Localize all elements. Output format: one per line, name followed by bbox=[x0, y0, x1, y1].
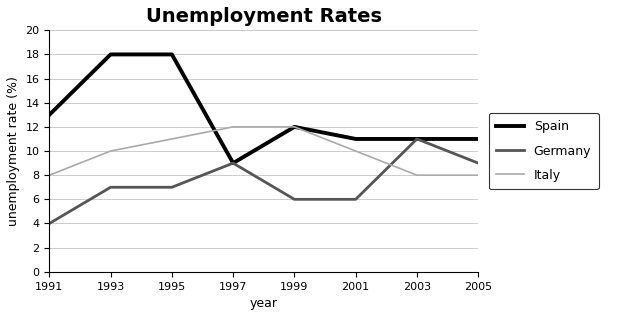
Spain bbox=[352, 137, 360, 141]
Spain bbox=[168, 53, 176, 56]
Italy bbox=[45, 173, 53, 177]
Germany bbox=[107, 185, 115, 189]
Germany bbox=[168, 185, 176, 189]
Line: Spain: Spain bbox=[49, 55, 478, 163]
Germany bbox=[229, 161, 237, 165]
Italy bbox=[107, 149, 115, 153]
Title: Unemployment Rates: Unemployment Rates bbox=[146, 7, 382, 26]
Germany bbox=[45, 222, 53, 225]
Spain bbox=[229, 161, 237, 165]
Line: Germany: Germany bbox=[49, 139, 478, 223]
Legend: Spain, Germany, Italy: Spain, Germany, Italy bbox=[489, 113, 599, 189]
Y-axis label: unemployment rate (%): unemployment rate (%) bbox=[7, 76, 20, 226]
Italy bbox=[413, 173, 420, 177]
Germany bbox=[413, 137, 420, 141]
Italy bbox=[352, 149, 360, 153]
Spain bbox=[474, 137, 482, 141]
Spain bbox=[291, 125, 298, 129]
Germany bbox=[291, 197, 298, 201]
Germany bbox=[474, 161, 482, 165]
Germany bbox=[352, 197, 360, 201]
Spain bbox=[413, 137, 420, 141]
Line: Italy: Italy bbox=[49, 127, 478, 175]
Italy bbox=[229, 125, 237, 129]
Spain bbox=[45, 113, 53, 117]
Italy bbox=[291, 125, 298, 129]
X-axis label: year: year bbox=[250, 297, 278, 310]
Spain bbox=[107, 53, 115, 56]
Italy bbox=[168, 137, 176, 141]
Italy bbox=[474, 173, 482, 177]
